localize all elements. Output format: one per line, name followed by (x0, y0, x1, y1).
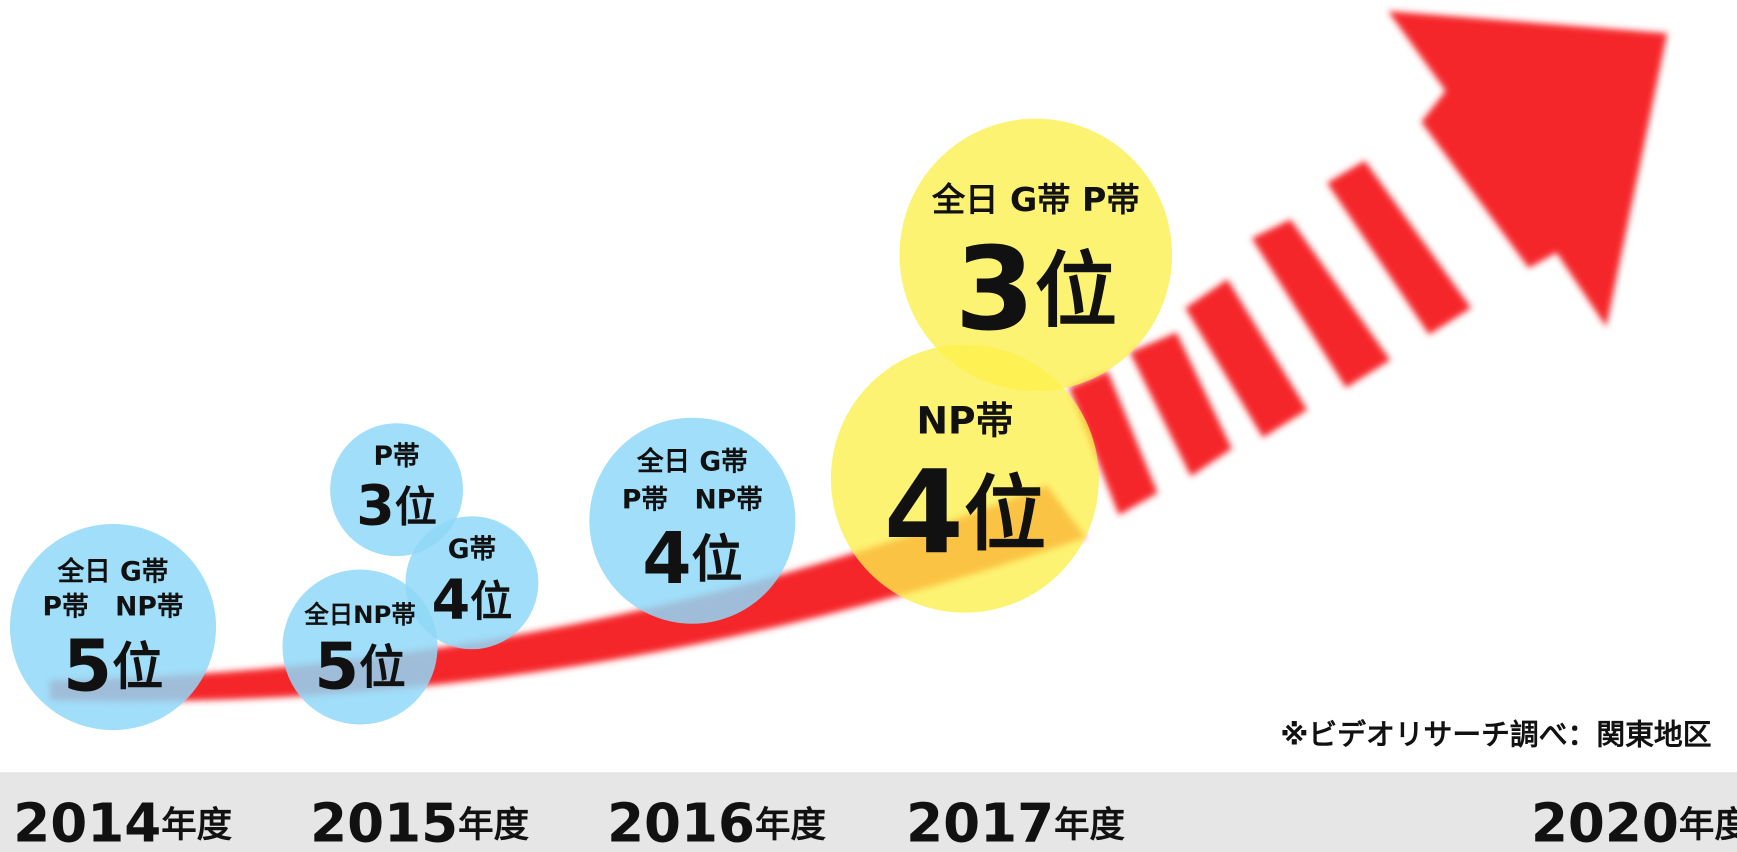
year-suffix: 年度 (458, 804, 529, 845)
year-number: 2016 (607, 792, 755, 852)
rank-number: 4 (432, 569, 471, 633)
rank-number: 5 (63, 624, 112, 707)
rank-bubble: 全日 G帯 P帯 3位 (900, 119, 1173, 392)
year-suffix: 年度 (1679, 804, 1737, 845)
rank-unit: 位 (1035, 244, 1117, 339)
bubble-label: NP帯 (916, 399, 1013, 443)
rank-unit: 位 (359, 640, 406, 694)
rank-number: 3 (356, 475, 395, 539)
bubble-label: 全日 G帯 P帯 (931, 180, 1140, 219)
bubble-rank: 3位 (356, 475, 437, 539)
year-band (0, 772, 1737, 852)
bubble-label: P帯 (374, 441, 420, 472)
bubble-label: P帯 NP帯 (622, 484, 763, 515)
rank-unit: 位 (692, 531, 743, 590)
growth-diagram: 全日 G帯P帯 NP帯5位P帯3位G帯4位全日NP帯5位全日 G帯P帯 NP帯4… (0, 0, 1737, 852)
growth-arrow (50, 11, 1667, 701)
rank-number: 3 (955, 223, 1035, 357)
bubble-rank: 5位 (314, 629, 405, 704)
year-number: 2015 (310, 792, 458, 852)
rank-number: 4 (884, 446, 964, 580)
bubble-label: G帯 (448, 534, 496, 565)
bubble-label: P帯 NP帯 (43, 592, 184, 623)
source-note: ※ビデオリサーチ調べ：関東地区 (1280, 718, 1711, 752)
bubble-label: 全日 G帯 (57, 556, 169, 587)
bubble-label: 全日NP帯 (303, 600, 415, 629)
year-suffix: 年度 (161, 804, 232, 845)
year-number: 2017 (906, 792, 1054, 852)
rank-unit: 位 (395, 482, 437, 531)
bubble-circle (10, 524, 216, 730)
rank-number: 4 (642, 516, 691, 599)
year-suffix: 年度 (1054, 804, 1125, 845)
year-number: 2014 (13, 792, 161, 852)
rank-unit: 位 (112, 638, 163, 697)
bubble-label: 全日 G帯 (636, 447, 748, 478)
rank-number: 5 (314, 629, 359, 704)
rank-unit: 位 (470, 576, 512, 625)
year-suffix: 年度 (755, 804, 826, 845)
bubble-rank: 4位 (432, 569, 513, 633)
year-number: 2020 (1531, 792, 1679, 852)
rank-unit: 位 (964, 468, 1046, 563)
